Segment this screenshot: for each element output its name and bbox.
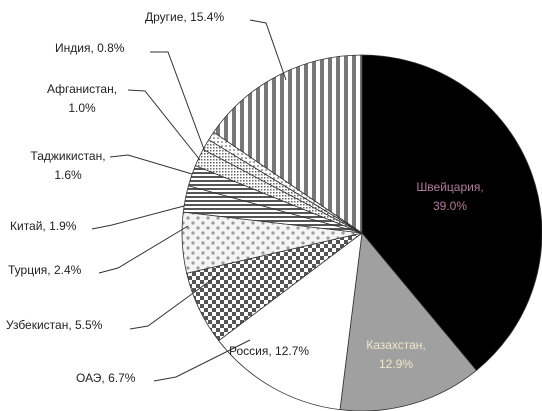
slice-label-10: Индия, 0.8%: [55, 41, 125, 55]
leader-line-8: [109, 154, 193, 175]
slice-label-9: Афганистан, 1.0%: [47, 82, 117, 115]
pie-slice-11: [213, 54, 363, 234]
leader-line-11: [249, 19, 287, 81]
pie-slices: [181, 54, 542, 411]
slice-label-4: ОАЭ, 6.7%: [76, 371, 136, 385]
slice-labels: Швейцария, 39.0% Казахстан, 12.9% Россия, 12…: [6, 10, 484, 385]
slice-label-11: Другие, 15.4%: [145, 10, 224, 24]
leader-lines: [91, 19, 287, 382]
pie-slice-1: [361, 54, 542, 371]
slice-label-3: Россия, 12.7%: [229, 344, 309, 358]
leader-line-9: [127, 89, 201, 161]
slice-label-5: Узбекистан, 5.5%: [6, 318, 103, 332]
slice-label-7: Китай, 1.9%: [10, 219, 77, 233]
leader-line-4: [153, 339, 251, 382]
leader-line-6: [98, 225, 189, 274]
slice-label-6: Турция, 2.4%: [8, 263, 82, 277]
leader-line-7: [91, 205, 185, 230]
slice-label-8: Таджикистан, 1.6%: [30, 149, 105, 182]
leader-line-5: [129, 274, 219, 330]
leader-line-10: [150, 51, 206, 153]
slice-label-2: Казахстан, 12.9%: [366, 338, 426, 371]
pie-slice-3: [218, 232, 363, 411]
slice-label-1: Швейцария, 39.0%: [416, 180, 483, 213]
